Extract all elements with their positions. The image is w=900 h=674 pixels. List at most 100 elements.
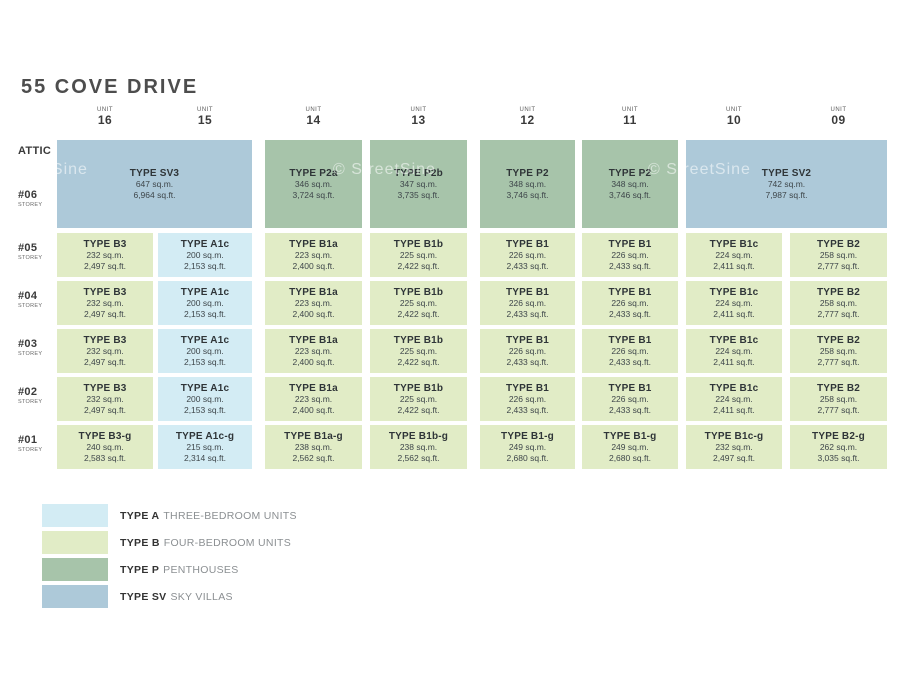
unit-area-sqm: 232 sq.m. (86, 394, 124, 405)
unit-type: TYPE B1 (608, 286, 652, 298)
unit-type: TYPE B1 (608, 334, 652, 346)
unit-type: TYPE B1b (393, 334, 444, 346)
storey-label: STOREY (18, 399, 43, 405)
unit-area-sqm: 224 sq.m. (715, 346, 753, 357)
unit-type: TYPE SV2 (761, 167, 812, 179)
unit-cell: TYPE A1c 200 sq.m. 2,153 sq.ft. (158, 329, 252, 373)
attic-cell: TYPE P2 348 sq.m. 3,746 sq.ft. (480, 140, 575, 228)
unit-area-sqft: 2,497 sq.ft. (83, 356, 127, 367)
unit-area-sqm: 226 sq.m. (508, 250, 547, 261)
legend-item-type-b: TYPE B FOUR-BEDROOM UNITS (42, 531, 297, 554)
unit-cell: TYPE B1 226 sq.m. 2,433 sq.ft. (582, 281, 678, 325)
unit-area-sqft: 2,433 sq.ft. (608, 356, 652, 367)
legend-swatch-type-b (42, 531, 108, 554)
attic-cell: TYPE P2b 347 sq.m. 3,735 sq.ft. (370, 140, 467, 228)
unit-area-sqft: 2,680 sq.ft. (506, 452, 549, 463)
storey-label: STOREY (18, 351, 43, 357)
legend-swatch-type-sv (42, 585, 108, 608)
legend-label-text: PENTHOUSES (163, 563, 239, 576)
row-label-text: #02 (18, 386, 38, 398)
row-label-text: ATTIC (18, 145, 52, 157)
unit-type: TYPE P2b (394, 167, 443, 179)
unit-cell: TYPE B1c 224 sq.m. 2,411 sq.ft. (686, 329, 782, 373)
unit-area-sqft: 2,400 sq.ft. (292, 260, 335, 271)
unit-type: TYPE B1a (289, 286, 338, 298)
unit-area-sqm: 215 sq.m. (186, 442, 224, 453)
unit-cell: TYPE B1a 223 sq.m. 2,400 sq.ft. (265, 281, 362, 325)
unit-number: 14 (306, 113, 321, 127)
unit-type: TYPE B1 (505, 382, 550, 394)
unit-number: 13 (411, 113, 426, 127)
unit-cell: TYPE B1 226 sq.m. 2,433 sq.ft. (582, 377, 678, 421)
unit-type: TYPE B3 (83, 238, 127, 250)
row-label-floor: #02 STOREY (18, 387, 56, 406)
unit-area-sqm: 258 sq.m. (819, 346, 858, 357)
unit-area-sqft: 2,562 sq.ft. (292, 452, 335, 463)
unit-label: UNIT (726, 107, 742, 113)
unit-area-sqft: 3,035 sq.ft. (817, 452, 860, 463)
legend-swatch-type-p (42, 558, 108, 581)
unit-column-header: UNIT 11 (582, 107, 678, 126)
unit-area-sqft: 2,422 sq.ft. (397, 308, 440, 319)
unit-type: TYPE B1-g (501, 430, 554, 442)
unit-area-sqm: 232 sq.m. (86, 346, 124, 357)
unit-area-sqft: 2,433 sq.ft. (608, 260, 652, 271)
unit-area-sqft: 2,411 sq.ft. (713, 356, 755, 367)
legend: TYPE A THREE-BEDROOM UNITS TYPE B FOUR-BED… (42, 504, 297, 608)
storey-label: STOREY (18, 255, 43, 261)
unit-type: TYPE B1b (393, 382, 444, 394)
unit-area-sqm: 348 sq.m. (611, 179, 649, 190)
unit-type: TYPE B1 (608, 382, 652, 394)
unit-cell: TYPE B1a 223 sq.m. 2,400 sq.ft. (265, 233, 362, 277)
unit-area-sqft: 2,497 sq.ft. (83, 404, 127, 415)
unit-area-sqm: 226 sq.m. (611, 298, 649, 309)
row-label-text: #03 (18, 338, 38, 350)
row-label-floor: #01 STOREY (18, 435, 56, 454)
storey-label: STOREY (18, 303, 43, 309)
unit-area-sqm: 225 sq.m. (399, 346, 438, 357)
row-label-floor: #05 STOREY (18, 243, 56, 262)
legend-label-text: SKY VILLAS (170, 590, 233, 603)
unit-area-sqm: 226 sq.m. (508, 394, 547, 405)
unit-label: UNIT (97, 107, 113, 113)
unit-area-sqm: 224 sq.m. (715, 298, 753, 309)
unit-label: UNIT (519, 107, 536, 113)
row-label-floor: #04 STOREY (18, 291, 56, 310)
unit-column-header: UNIT 12 (480, 107, 575, 126)
unit-area-sqm: 226 sq.m. (611, 394, 649, 405)
row-label-text: #04 (18, 290, 38, 302)
unit-area-sqm: 232 sq.m. (86, 298, 124, 309)
unit-type: TYPE B3 (83, 334, 127, 346)
unit-type: TYPE B1c (709, 238, 759, 250)
unit-type: TYPE B1a (289, 334, 338, 346)
legend-label-bold: TYPE B (120, 536, 160, 549)
unit-type: TYPE B2 (816, 238, 861, 250)
legend-label: TYPE P PENTHOUSES (120, 564, 239, 576)
unit-area-sqft: 2,497 sq.ft. (83, 308, 127, 319)
unit-area-sqft: 3,724 sq.ft. (292, 189, 335, 200)
unit-area-sqft: 2,422 sq.ft. (397, 356, 440, 367)
page-title: 55 COVE DRIVE (21, 76, 199, 98)
unit-cell: TYPE B2-g 262 sq.m. 3,035 sq.ft. (790, 425, 887, 469)
unit-type: TYPE B3 (83, 286, 127, 298)
unit-type: TYPE B2 (816, 334, 861, 346)
unit-area-sqft: 2,433 sq.ft. (608, 404, 652, 415)
unit-area-sqft: 2,153 sq.ft. (183, 356, 227, 367)
unit-type: TYPE P2a (289, 167, 338, 179)
unit-area-sqm: 262 sq.m. (819, 442, 858, 453)
unit-column-header: UNIT 16 (57, 107, 153, 126)
unit-area-sqft: 2,777 sq.ft. (817, 260, 860, 271)
unit-cell: TYPE A1c 200 sq.m. 2,153 sq.ft. (158, 233, 252, 277)
unit-area-sqft: 2,777 sq.ft. (817, 404, 860, 415)
unit-cell: TYPE B1 226 sq.m. 2,433 sq.ft. (480, 281, 575, 325)
unit-type: TYPE B1b-g (388, 430, 449, 442)
attic-cell: TYPE P2 348 sq.m. 3,746 sq.ft. (582, 140, 678, 228)
unit-type: TYPE B1a (289, 238, 338, 250)
unit-type: TYPE A1c (180, 238, 230, 250)
unit-area-sqft: 2,400 sq.ft. (292, 356, 335, 367)
unit-area-sqm: 223 sq.m. (294, 298, 333, 309)
legend-label: TYPE SV SKY VILLAS (120, 591, 233, 603)
unit-cell: TYPE B1b 225 sq.m. 2,422 sq.ft. (370, 281, 467, 325)
legend-item-type-sv: TYPE SV SKY VILLAS (42, 585, 297, 608)
unit-number: 09 (831, 113, 846, 127)
